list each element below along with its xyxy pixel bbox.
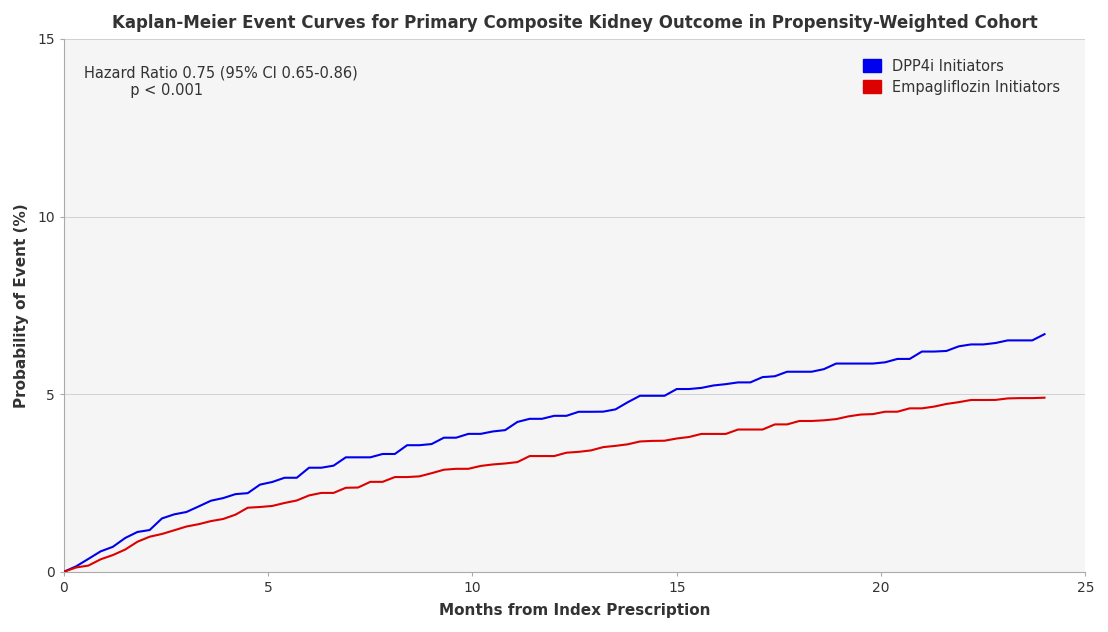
- X-axis label: Months from Index Prescription: Months from Index Prescription: [439, 603, 710, 618]
- DPP4i Initiators: [58, 568, 71, 576]
- DPP4i Initiators: [1038, 331, 1051, 338]
- DPP4i Initiators: [596, 408, 609, 415]
- Y-axis label: Probability of Event (%): Probability of Event (%): [14, 203, 29, 408]
- Empagliflozin Initiators: [670, 435, 684, 442]
- DPP4i Initiators: [854, 360, 868, 367]
- Title: Kaplan-Meier Event Curves for Primary Composite Kidney Outcome in Propensity-Wei: Kaplan-Meier Event Curves for Primary Co…: [112, 14, 1037, 32]
- Line: DPP4i Initiators: DPP4i Initiators: [64, 334, 1045, 572]
- DPP4i Initiators: [780, 368, 793, 375]
- Empagliflozin Initiators: [58, 568, 71, 576]
- Line: Empagliflozin Initiators: Empagliflozin Initiators: [64, 398, 1045, 572]
- Empagliflozin Initiators: [854, 411, 868, 418]
- Empagliflozin Initiators: [1038, 394, 1051, 401]
- DPP4i Initiators: [903, 355, 916, 363]
- Legend: DPP4i Initiators, Empagliflozin Initiators: DPP4i Initiators, Empagliflozin Initiato…: [856, 52, 1068, 102]
- Text: Hazard Ratio 0.75 (95% CI 0.65-0.86)
          p < 0.001: Hazard Ratio 0.75 (95% CI 0.65-0.86) p <…: [84, 66, 358, 98]
- Empagliflozin Initiators: [940, 400, 953, 408]
- DPP4i Initiators: [940, 347, 953, 355]
- Empagliflozin Initiators: [903, 404, 916, 412]
- DPP4i Initiators: [670, 386, 684, 393]
- Empagliflozin Initiators: [596, 443, 609, 451]
- Empagliflozin Initiators: [780, 421, 793, 428]
